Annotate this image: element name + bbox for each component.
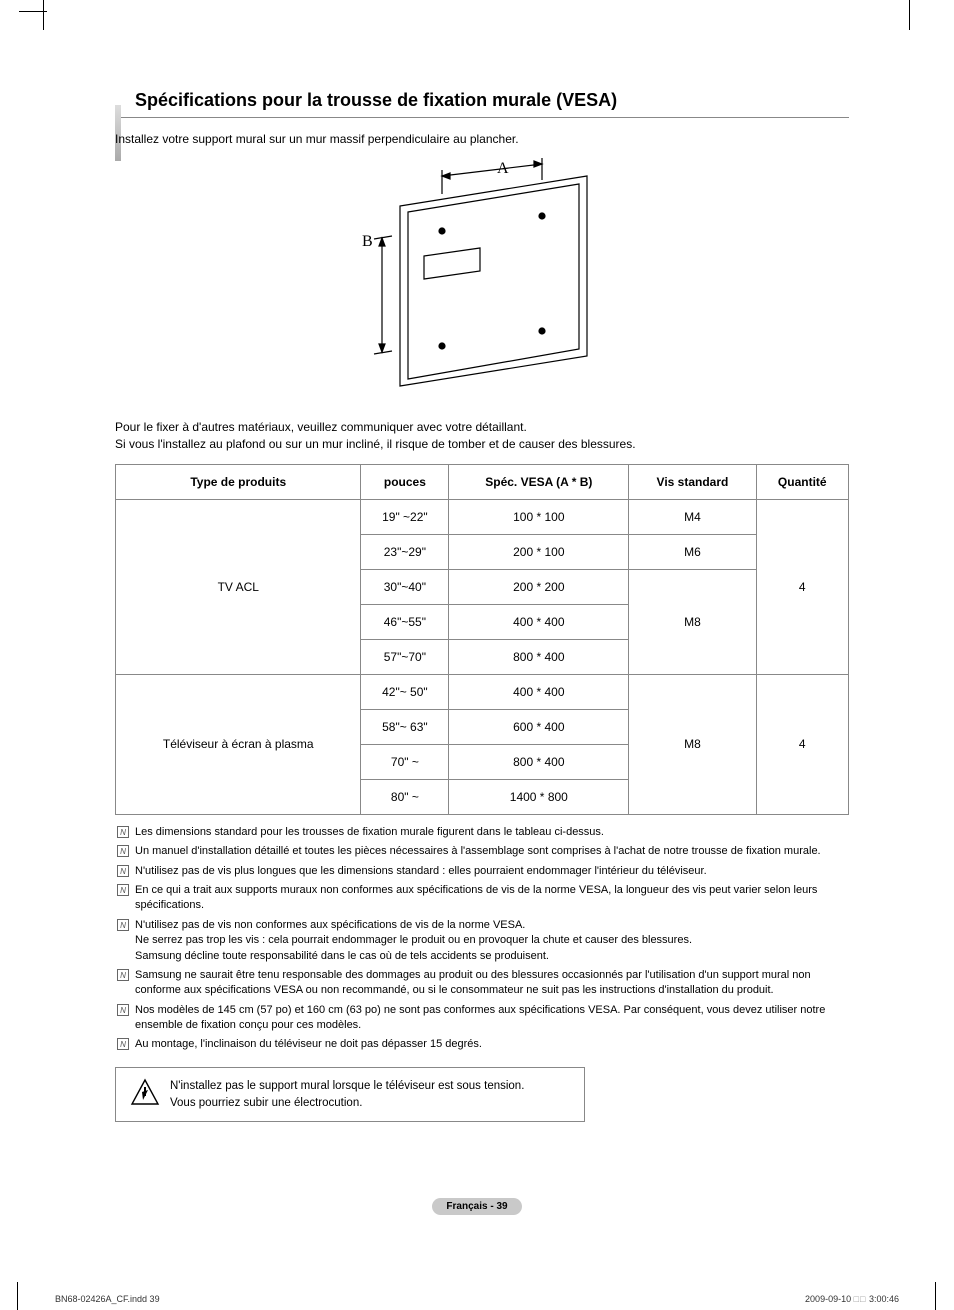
note-item: NAu montage, l'inclinaison du téléviseur… xyxy=(115,1037,849,1052)
cell-quantity: 4 xyxy=(756,674,848,814)
note-text: Les dimensions standard pour les trousse… xyxy=(135,825,849,840)
table-header-row: Type de produits pouces Spéc. VESA (A * … xyxy=(116,464,849,499)
cell-vesa: 1400 * 800 xyxy=(449,779,629,814)
page-footer: Français - 39 xyxy=(55,1196,899,1215)
cell-vesa: 200 * 100 xyxy=(449,534,629,569)
section-title-row: Spécifications pour la trousse de fixati… xyxy=(115,90,849,118)
cell-vesa: 800 * 400 xyxy=(449,639,629,674)
note-text: Samsung ne saurait être tenu responsable… xyxy=(135,968,849,999)
note-item: NEn ce qui a trait aux supports muraux n… xyxy=(115,883,849,914)
cell-quantity: 4 xyxy=(756,499,848,674)
cell-vesa: 400 * 400 xyxy=(449,674,629,709)
vesa-diagram: A B xyxy=(115,156,849,401)
cell-inches: 46"~55" xyxy=(361,604,449,639)
cell-inches: 19" ~22" xyxy=(361,499,449,534)
warning-box: N'installez pas le support mural lorsque… xyxy=(115,1067,585,1122)
sub-intro-line: Si vous l'installez au plafond ou sur un… xyxy=(115,436,849,453)
intro-text: Installez votre support mural sur un mur… xyxy=(115,132,849,146)
cell-screw: M8 xyxy=(629,569,756,674)
cell-screw: M8 xyxy=(629,674,756,814)
sub-intro-line: Pour le fixer à d'autres matériaux, veui… xyxy=(115,419,849,436)
col-screw: Vis standard xyxy=(629,464,756,499)
crop-mark xyxy=(43,0,44,30)
cell-vesa: 600 * 400 xyxy=(449,709,629,744)
note-text: Nos modèles de 145 cm (57 po) et 160 cm … xyxy=(135,1003,849,1034)
note-icon: N xyxy=(115,1003,135,1034)
print-file-name: BN68-02426A_CF.indd 39 xyxy=(55,1294,160,1304)
cell-inches: 70" ~ xyxy=(361,744,449,779)
cell-screw: M6 xyxy=(629,534,756,569)
crop-mark xyxy=(17,1282,18,1310)
cell-vesa: 100 * 100 xyxy=(449,499,629,534)
crop-mark xyxy=(909,0,910,30)
cell-inches: 42"~ 50" xyxy=(361,674,449,709)
note-text: N'utilisez pas de vis non conformes aux … xyxy=(135,918,849,964)
cell-inches: 58"~ 63" xyxy=(361,709,449,744)
col-vesa: Spéc. VESA (A * B) xyxy=(449,464,629,499)
note-icon: N xyxy=(115,918,135,964)
table-row: Téléviseur à écran à plasma 42"~ 50" 400… xyxy=(116,674,849,709)
cell-inches: 23"~29" xyxy=(361,534,449,569)
note-text: N'utilisez pas de vis plus longues que l… xyxy=(135,864,849,879)
note-item: NSamsung ne saurait être tenu responsabl… xyxy=(115,968,849,999)
vesa-spec-table: Type de produits pouces Spéc. VESA (A * … xyxy=(115,464,849,815)
crop-mark xyxy=(19,11,47,12)
note-item: NLes dimensions standard pour les trouss… xyxy=(115,825,849,840)
warning-line: Vous pourriez subir une électrocution. xyxy=(170,1095,524,1112)
warning-line: N'installez pas le support mural lorsque… xyxy=(170,1078,524,1095)
cell-product: TV ACL xyxy=(116,499,361,674)
note-text: Au montage, l'inclinaison du téléviseur … xyxy=(135,1037,849,1052)
note-icon: N xyxy=(115,864,135,879)
cell-product: Téléviseur à écran à plasma xyxy=(116,674,361,814)
print-timestamp: 2009-09-10 □□ 3:00:46 xyxy=(805,1294,899,1304)
sub-intro: Pour le fixer à d'autres matériaux, veui… xyxy=(115,419,849,454)
diagram-label-a: A xyxy=(497,160,509,177)
cell-vesa: 200 * 200 xyxy=(449,569,629,604)
note-icon: N xyxy=(115,883,135,914)
notes-list: NLes dimensions standard pour les trouss… xyxy=(115,825,849,1053)
crop-mark xyxy=(935,1282,936,1310)
note-text: En ce qui a trait aux supports muraux no… xyxy=(135,883,849,914)
cell-inches: 30"~40" xyxy=(361,569,449,604)
warning-icon xyxy=(130,1078,170,1111)
note-icon: N xyxy=(115,825,135,840)
cell-vesa: 800 * 400 xyxy=(449,744,629,779)
footer-page-pill: Français - 39 xyxy=(432,1198,521,1215)
print-metadata: BN68-02426A_CF.indd 39 2009-09-10 □□ 3:0… xyxy=(55,1294,899,1304)
note-icon: N xyxy=(115,844,135,859)
cell-screw: M4 xyxy=(629,499,756,534)
note-icon: N xyxy=(115,968,135,999)
warning-text: N'installez pas le support mural lorsque… xyxy=(170,1078,524,1111)
note-item: NN'utilisez pas de vis plus longues que … xyxy=(115,864,849,879)
col-product: Type de produits xyxy=(116,464,361,499)
cell-inches: 57"~70" xyxy=(361,639,449,674)
note-item: NN'utilisez pas de vis non conformes aux… xyxy=(115,918,849,964)
col-inches: pouces xyxy=(361,464,449,499)
note-item: NUn manuel d'installation détaillé et to… xyxy=(115,844,849,859)
table-row: TV ACL 19" ~22" 100 * 100 M4 4 xyxy=(116,499,849,534)
diagram-label-b: B xyxy=(362,233,373,250)
note-text: Un manuel d'installation détaillé et tou… xyxy=(135,844,849,859)
document-page: Spécifications pour la trousse de fixati… xyxy=(55,45,899,1265)
cell-vesa: 400 * 400 xyxy=(449,604,629,639)
cell-inches: 80" ~ xyxy=(361,779,449,814)
note-item: NNos modèles de 145 cm (57 po) et 160 cm… xyxy=(115,1003,849,1034)
note-icon: N xyxy=(115,1037,135,1052)
section-title: Spécifications pour la trousse de fixati… xyxy=(135,90,617,111)
col-quantity: Quantité xyxy=(756,464,848,499)
